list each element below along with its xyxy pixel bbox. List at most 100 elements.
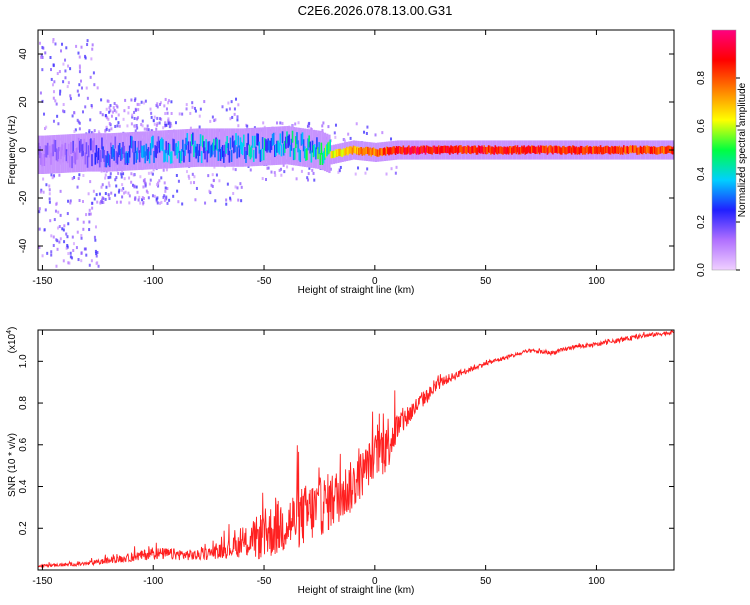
- spectrogram-ridge-cell: [316, 137, 318, 150]
- spectrogram-noise-cell: [50, 77, 53, 81]
- spectrogram-ridge-cell: [375, 149, 378, 157]
- spectrogram-ridge-cell: [587, 147, 590, 155]
- spectrogram-ridge-cell: [344, 148, 347, 156]
- spectrogram-ridge-cell: [241, 143, 244, 156]
- spectrogram-halo-cell: [321, 131, 324, 171]
- spectrogram-noise-cell: [130, 122, 133, 126]
- spectrogram-noise-cell: [174, 121, 177, 125]
- spectrogram-ridge-cell: [512, 146, 514, 154]
- snr-y-tick-label: 0.4: [18, 479, 29, 493]
- spectrogram-ridge-cell: [560, 147, 563, 155]
- spectrogram-ridge-cell: [498, 146, 501, 154]
- spectrogram-ridge-cell: [220, 146, 223, 159]
- spectrogram-ridge-cell: [601, 147, 604, 155]
- spectrogram-noise-cell: [159, 101, 162, 105]
- spectrogram-ridge-cell: [476, 147, 479, 155]
- spectrogram-ridge-cell: [442, 145, 445, 154]
- spectrogram-x-tick-label: 50: [480, 276, 492, 287]
- spectrogram-noise-cell: [52, 119, 55, 123]
- spectrogram-ridge-cell: [391, 147, 394, 155]
- spectrogram-ridge-cell: [449, 147, 451, 155]
- spectrogram-noise-cell: [43, 112, 46, 116]
- spectrogram-ridge-cell: [311, 140, 314, 153]
- spectrogram-noise-cell: [69, 67, 72, 71]
- spectrogram-ridge-cell: [444, 145, 447, 153]
- spectrogram-noise-cell: [140, 100, 143, 104]
- spectrogram-ridge-cell: [465, 146, 468, 155]
- spectrogram-ridge-cell: [638, 147, 641, 155]
- spectrogram-noise-cell: [312, 171, 315, 175]
- spectrogram-noise-cell: [139, 201, 142, 205]
- spectrogram-noise-cell: [49, 55, 52, 59]
- spectrogram-noise-cell: [104, 192, 107, 196]
- spectrogram-ridge-cell: [528, 146, 531, 154]
- spectrogram-x-tick-label: -150: [32, 276, 52, 287]
- spectrogram-ridge-cell: [256, 133, 258, 146]
- spectrogram-noise-cell: [147, 128, 150, 132]
- spectrogram-noise-cell: [146, 124, 149, 128]
- spectrogram-ridge-cell: [148, 151, 151, 164]
- spectrogram-ridge-cell: [584, 147, 586, 155]
- spectrogram-ridge-cell: [310, 150, 313, 163]
- spectrogram-noise-cell: [101, 201, 104, 205]
- spectrogram-noise-cell: [131, 115, 134, 119]
- snr-y-ticks: 0.2 0.4 0.6 0.8 1.0: [18, 354, 674, 535]
- spectrogram-ridge-cell: [312, 145, 315, 158]
- spectrogram-noise-cell: [90, 259, 93, 263]
- spectrogram-ridge-cell: [466, 145, 469, 153]
- spectrogram-ridge-cell: [159, 138, 162, 151]
- spectrogram-noise-cell: [153, 115, 156, 119]
- spectrogram-ridge-cell: [341, 149, 344, 158]
- spectrogram-ridge-cell: [178, 150, 181, 163]
- spectrogram-ridge-cell: [248, 144, 251, 157]
- spectrogram-noise-cell: [82, 200, 85, 204]
- spectrogram-ridge-cell: [623, 145, 625, 153]
- spectrogram-ridge-cell: [290, 138, 293, 151]
- spectrogram-noise-cell: [42, 177, 45, 181]
- spectrogram-y-label: Frequency (Hz): [7, 116, 18, 185]
- spectrogram-noise-cell: [291, 124, 294, 128]
- spectrogram-ridge-cell: [117, 145, 120, 158]
- spectrogram-noise-cell: [80, 79, 83, 83]
- spectrogram-ridge-cell: [506, 146, 509, 154]
- spectrogram-ridge-cell: [521, 145, 523, 153]
- spectrogram-ridge-cell: [72, 140, 74, 153]
- spectrogram-ridge-cell: [231, 135, 234, 148]
- spectrogram-ridge-cell: [133, 152, 135, 165]
- colorbar-label: Normalized spectral amplitude: [737, 82, 748, 217]
- spectrogram-ridge-cell: [368, 148, 370, 156]
- spectrogram-noise-cell: [128, 176, 131, 180]
- spectrogram-noise-cell: [150, 171, 153, 175]
- spectrogram-noise-cell: [77, 258, 80, 262]
- spectrogram-ridge-cell: [255, 146, 257, 159]
- spectrogram-ridge-cell: [372, 147, 375, 155]
- spectrogram-ridge-cell: [387, 146, 389, 155]
- spectrogram-noise-cell: [160, 176, 163, 180]
- spectrogram-noise-cell: [90, 105, 93, 109]
- spectrogram-ridge-cell: [609, 147, 612, 155]
- spectrogram-ridge-cell: [165, 141, 168, 154]
- spectrogram-noise-cell: [73, 175, 76, 179]
- spectrogram-noise-cell: [122, 172, 125, 176]
- spectrogram-ridge-cell: [628, 146, 631, 154]
- spectrogram-noise-cell: [110, 114, 113, 118]
- spectrogram-noise-cell: [136, 102, 139, 106]
- colorbar-gradient: [712, 30, 736, 270]
- spectrogram-ridge-cell: [570, 147, 573, 155]
- spectrogram-ridge-cell: [426, 145, 429, 154]
- spectrogram-noise-cell: [85, 213, 88, 217]
- spectrogram-ridge-cell: [337, 148, 339, 157]
- spectrogram-ridge-cell: [264, 138, 266, 151]
- spectrogram-noise-cell: [150, 111, 153, 115]
- spectrogram-noise-cell: [44, 208, 47, 212]
- spectrogram-noise-cell: [62, 103, 65, 107]
- spectrogram-ridge-cell: [552, 147, 554, 155]
- spectrogram-ridge-cell: [361, 148, 364, 156]
- spectrogram-ridge-cell: [553, 145, 555, 154]
- spectrogram-ridge-cell: [56, 149, 59, 162]
- spectrogram-noise-cell: [97, 264, 100, 268]
- spectrogram-ridge-cell: [187, 141, 190, 154]
- spectrogram-noise-cell: [266, 166, 269, 170]
- spectrogram-ridge-cell: [413, 145, 416, 154]
- spectrogram-ridge-cell: [155, 146, 158, 159]
